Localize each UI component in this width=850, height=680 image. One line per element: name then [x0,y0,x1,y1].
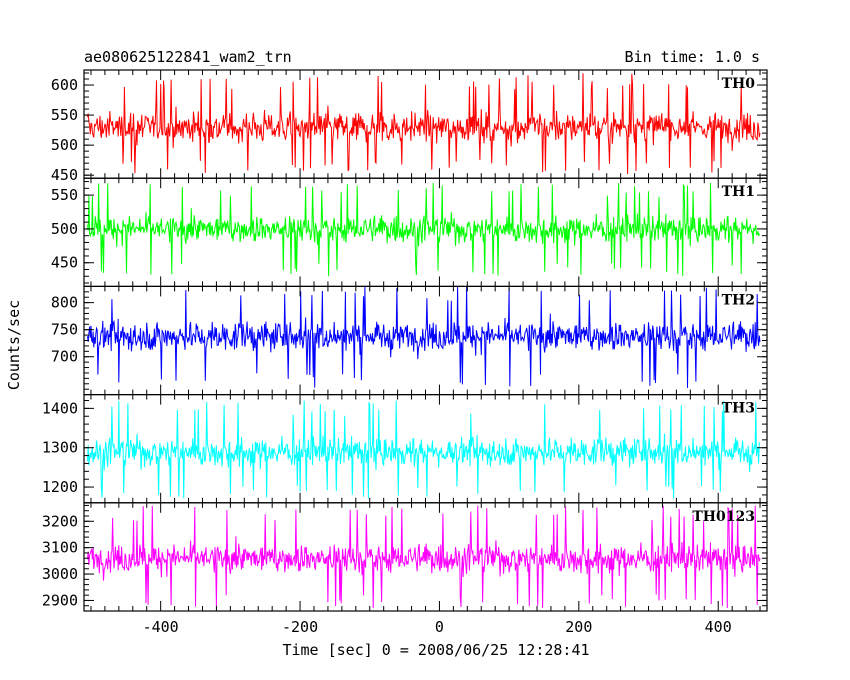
y-tick-label: 3200 [42,512,78,530]
x-axis-label: Time [sec] 0 = 2008/06/25 12:28:41 [282,641,589,659]
y-tick-label: 550 [51,106,78,124]
panel-label-th0: TH0 [722,76,756,92]
x-tick-label: 0 [435,618,444,636]
x-tick-label: -200 [282,618,318,636]
y-tick-label: 1300 [42,439,78,457]
panel-label-th1: TH1 [722,184,755,200]
y-tick-label: 450 [51,254,78,272]
bin-time-label: Bin time: 1.0 s [625,48,760,66]
series-th0-line [87,73,761,175]
series-th0123-line [87,505,761,609]
x-tick-label: 200 [565,618,592,636]
y-tick-label: 3000 [42,565,78,583]
y-tick-label: 800 [51,294,78,312]
y-tick-label: 700 [51,348,78,366]
y-tick-label: 600 [51,76,78,94]
panel-label-th0123: TH0123 [692,509,755,525]
y-tick-label: 500 [51,136,78,154]
chart-title: ae080625122841_wam2_trn [84,48,292,66]
x-tick-label: -400 [143,618,179,636]
series-th2-line [87,286,761,388]
y-tick-label: 500 [51,220,78,238]
panel-label-th2: TH2 [722,292,755,308]
y-tick-label: 450 [51,166,78,184]
y-tick-label: 750 [51,321,78,339]
panel-label-th3: TH3 [722,401,755,417]
panels-group: 450 500 550 600 TH0 450 500 550 TH1 700 750 800 TH2 1… [42,69,768,636]
y-tick-label: 2900 [42,591,78,609]
y-tick-label: 1400 [42,399,78,417]
y-tick-label: 3100 [42,539,78,557]
x-tick-label: 400 [705,618,732,636]
y-tick-label: 1200 [42,478,78,496]
series-th3-line [87,400,761,499]
y-tick-label: 550 [51,186,78,204]
y-axis-label: Counts/sec [5,300,23,390]
series-th1-line [87,182,761,277]
